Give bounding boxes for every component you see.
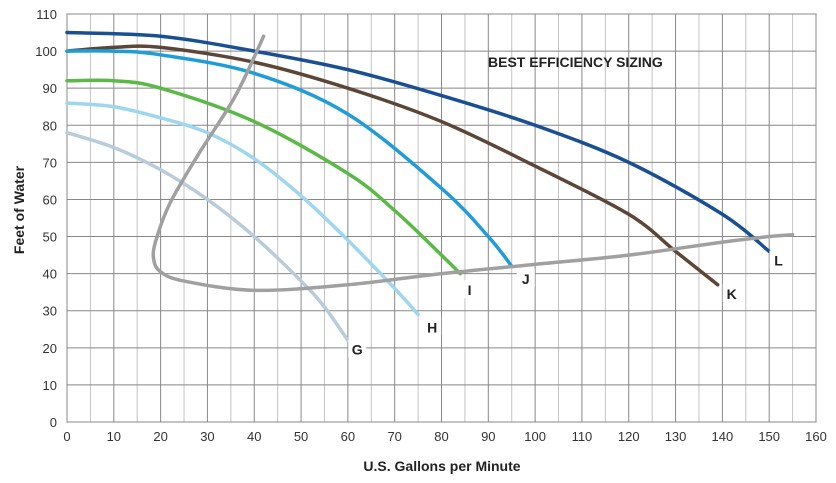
x-tick-label: 110	[572, 429, 593, 444]
x-tick-label: 50	[294, 429, 308, 444]
curve-label-bg	[348, 339, 367, 358]
y-tick-label: 10	[43, 378, 57, 393]
x-tick-labels: 0 10 20 30 40 50 60 70 80 90 100 110 120 130 140 150 160	[63, 429, 826, 444]
y-tick-label: 20	[43, 341, 57, 356]
x-tick-label: 70	[387, 429, 401, 444]
x-tick-label: 160	[805, 429, 827, 444]
curve-label-bg	[722, 283, 741, 302]
series-line-k	[65, 44, 720, 287]
x-tick-label: 130	[665, 429, 687, 444]
curve-label-h: H	[427, 319, 437, 335]
x-tick-label: 10	[107, 429, 121, 444]
curve-label-bg	[423, 317, 442, 336]
series-line-i	[65, 78, 462, 276]
y-tick-label: 60	[43, 192, 57, 207]
y-tick-label: 50	[43, 230, 57, 245]
x-tick-label: 0	[63, 429, 70, 444]
series-line-g	[65, 130, 350, 343]
x-tick-label: 120	[618, 429, 640, 444]
x-tick-label: 150	[758, 429, 780, 444]
curve-labels: L K J I H G	[348, 250, 788, 358]
y-tick-label: 110	[36, 7, 57, 22]
grid	[66, 13, 817, 423]
series-lines	[65, 30, 795, 343]
y-tick-labels: 0 10 20 30 40 50 60 70 80 90 100 110	[35, 7, 57, 430]
curve-label-k: K	[727, 286, 737, 302]
y-tick-label: 70	[43, 155, 57, 170]
y-tick-label: 80	[43, 118, 57, 133]
series-line-l	[65, 30, 771, 254]
curve-label-bg	[516, 269, 535, 288]
y-tick-label: 0	[50, 415, 57, 430]
curve-label-i: I	[468, 282, 472, 298]
curve-label-j: J	[522, 271, 530, 287]
efficiency-boundary-line	[151, 34, 795, 293]
x-axis-label: U.S. Gallons per Minute	[363, 458, 520, 474]
curve-label-l: L	[774, 253, 783, 269]
series-line-j	[65, 49, 514, 268]
x-tick-label: 30	[200, 429, 214, 444]
x-tick-label: 100	[524, 429, 546, 444]
x-tick-label: 20	[153, 429, 167, 444]
curve-label-bg	[460, 280, 479, 299]
x-tick-label: 140	[712, 429, 734, 444]
curve-label-g: G	[352, 342, 363, 358]
curve-label-bg	[769, 250, 788, 269]
x-tick-label: 80	[434, 429, 448, 444]
series-line-h	[65, 101, 420, 317]
y-tick-label: 30	[43, 304, 57, 319]
y-tick-label: 100	[35, 44, 57, 59]
x-tick-label: 40	[247, 429, 261, 444]
x-tick-label: 60	[341, 429, 355, 444]
y-tick-label: 40	[43, 267, 57, 282]
x-tick-label: 90	[481, 429, 495, 444]
chart-annotation: BEST EFFICIENCY SIZING	[488, 54, 663, 70]
y-tick-label: 90	[43, 81, 57, 96]
y-axis-label: Feet of Water	[11, 165, 27, 254]
